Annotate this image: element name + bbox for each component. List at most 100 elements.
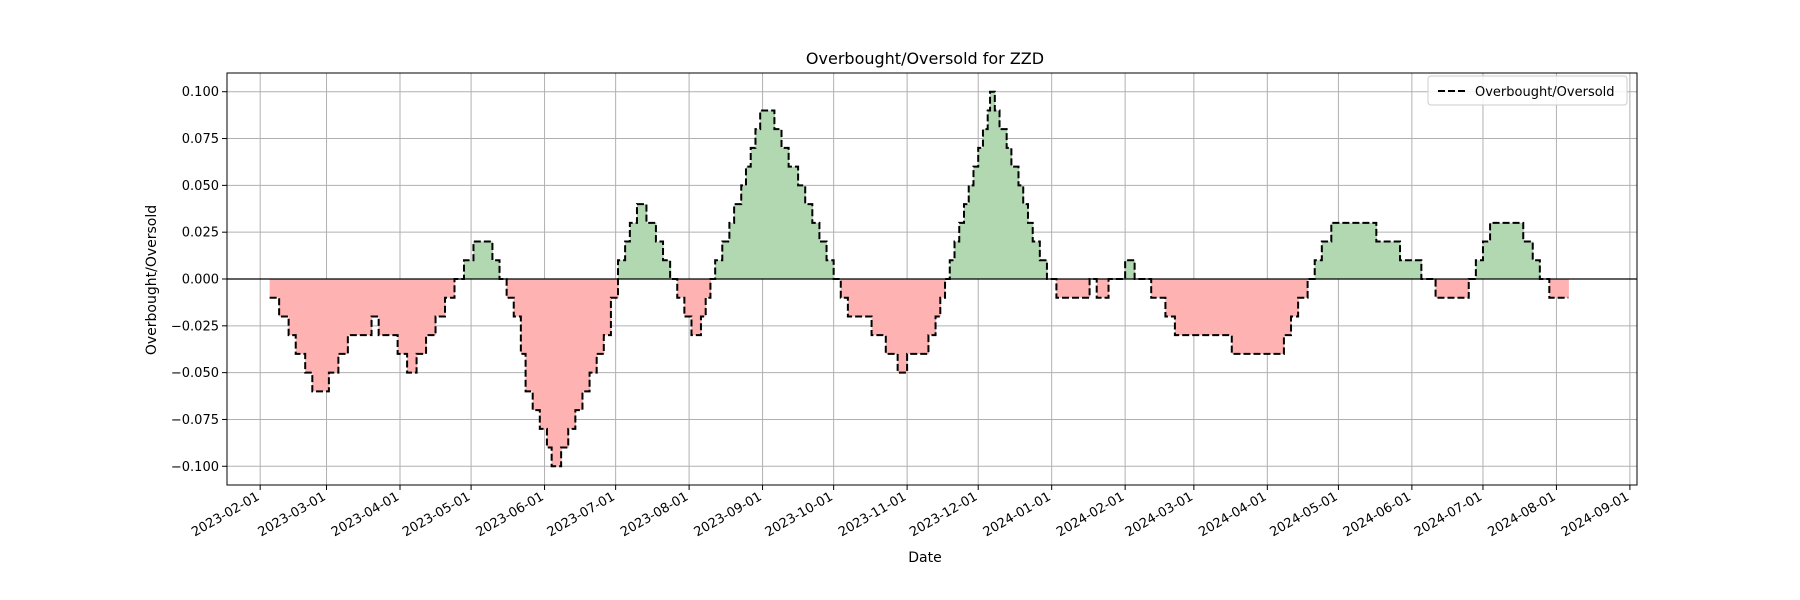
oversold-fill [603, 279, 612, 336]
x-tick-label: 2023-06-01 [474, 489, 547, 540]
overbought-fill [1523, 241, 1534, 279]
x-tick-label: 2023-09-01 [692, 489, 765, 540]
overbought-fill [982, 129, 989, 279]
overbought-fill [1314, 260, 1323, 279]
oversold-fill [1096, 279, 1110, 298]
oversold-fill [935, 279, 941, 317]
y-tick-label: 0.050 [182, 179, 219, 194]
x-tick-label: 2024-02-01 [1054, 489, 1127, 540]
oversold-fill [705, 279, 712, 298]
oversold-fill [596, 279, 605, 354]
x-tick-label: 2023-03-01 [256, 489, 329, 540]
oversold-fill [305, 279, 313, 373]
overbought-fill [805, 204, 813, 279]
oversold-fill [513, 279, 522, 317]
overbought-fill [629, 222, 638, 279]
oversold-fill [551, 279, 562, 467]
x-tick-label: 2023-04-01 [329, 489, 402, 540]
oversold-fill [539, 279, 548, 429]
overbought-fill [729, 222, 735, 279]
oversold-fill [295, 279, 306, 354]
x-tick-label: 2023-02-01 [189, 489, 262, 540]
oversold-fill [561, 279, 569, 448]
oversold-fill [1561, 279, 1569, 298]
overbought-fill [1482, 241, 1491, 279]
y-tick-label: −0.025 [171, 319, 219, 334]
oversold-fill [907, 279, 930, 354]
oversold-fill [371, 279, 380, 317]
overbought-fill [826, 260, 835, 279]
oversold-fill [691, 279, 702, 336]
x-tick-label: 2024-08-01 [1485, 489, 1558, 540]
overbought-fill [949, 260, 956, 279]
oversold-fill [871, 279, 887, 336]
overbought-fill [1011, 166, 1020, 279]
oversold-fill [897, 279, 908, 373]
overbought-fill [798, 185, 806, 279]
oversold-fill [940, 279, 946, 298]
legend-entry-label: Overbought/Oversold [1475, 85, 1615, 100]
y-axis-ticks: 0.100 0.075 0.050 0.025 0.000 −0.025 −0.050 −0.… [171, 85, 227, 475]
oversold-fill [288, 279, 297, 336]
overbought-fill [959, 222, 965, 279]
overbought-fill [1018, 185, 1024, 279]
x-tick-label: 2023-10-01 [763, 489, 836, 540]
oversold-fill [279, 279, 290, 317]
oversold-fill [1549, 279, 1562, 298]
overbought-fill [760, 110, 776, 279]
chart-title: Overbought/Oversold for ZZD [806, 49, 1044, 68]
oversold-fill [416, 279, 427, 354]
overbought-fill [741, 185, 747, 279]
series-lines [269, 90, 1569, 468]
y-tick-label: 0.025 [182, 226, 219, 241]
overbought-fill [663, 260, 671, 279]
x-tick-label: 2023-08-01 [618, 489, 691, 540]
overbought-fill [1331, 222, 1377, 279]
overbought-fill [987, 110, 991, 279]
oversold-fill [610, 279, 619, 298]
oversold-fill [426, 279, 437, 336]
legend-box [1427, 75, 1628, 106]
oversold-fill [445, 279, 456, 298]
oversold-fill [1056, 279, 1091, 298]
overbought-fill [473, 241, 494, 279]
oversold-fill [338, 279, 349, 354]
overbought-fill [954, 241, 960, 279]
x-tick-label: 2024-06-01 [1341, 489, 1414, 540]
overbought-fill [625, 241, 631, 279]
overbought-fill [463, 260, 475, 279]
oversold-fill [1151, 279, 1167, 298]
oversold-fill [1174, 279, 1233, 336]
series-line-overbought-oversold [269, 90, 1569, 468]
oversold-fill [684, 279, 693, 317]
oversold-fill [847, 279, 873, 317]
y-tick-label: 0.100 [182, 85, 219, 100]
overbought-fill [1027, 222, 1034, 279]
y-tick-label: 0.075 [182, 132, 219, 147]
oversold-fill [532, 279, 541, 411]
oversold-fill [328, 279, 339, 373]
oversold-fill [506, 279, 515, 298]
overbought-fill [973, 166, 979, 279]
oversold-fill [1435, 279, 1470, 298]
y-tick-label: 0.000 [182, 273, 219, 288]
y-tick-label: −0.100 [171, 460, 219, 475]
x-tick-label: 2024-09-01 [1559, 489, 1632, 540]
oversold-fill [378, 279, 399, 336]
oversold-fill [575, 279, 584, 411]
x-tick-label: 2024-07-01 [1412, 489, 1485, 540]
overbought-fill [994, 110, 1001, 279]
overbought-fill [755, 129, 761, 279]
oversold-fill [677, 279, 685, 298]
overbought-fill [999, 129, 1008, 279]
oversold-fill [269, 279, 280, 298]
overbought-fill [655, 241, 664, 279]
x-tick-label: 2023-12-01 [907, 489, 980, 540]
overbought-fill [812, 222, 821, 279]
oversold-fill [1298, 279, 1309, 298]
overbought-fill [492, 260, 501, 279]
overbought-fill [734, 204, 742, 279]
overbought-fill [1376, 241, 1401, 279]
